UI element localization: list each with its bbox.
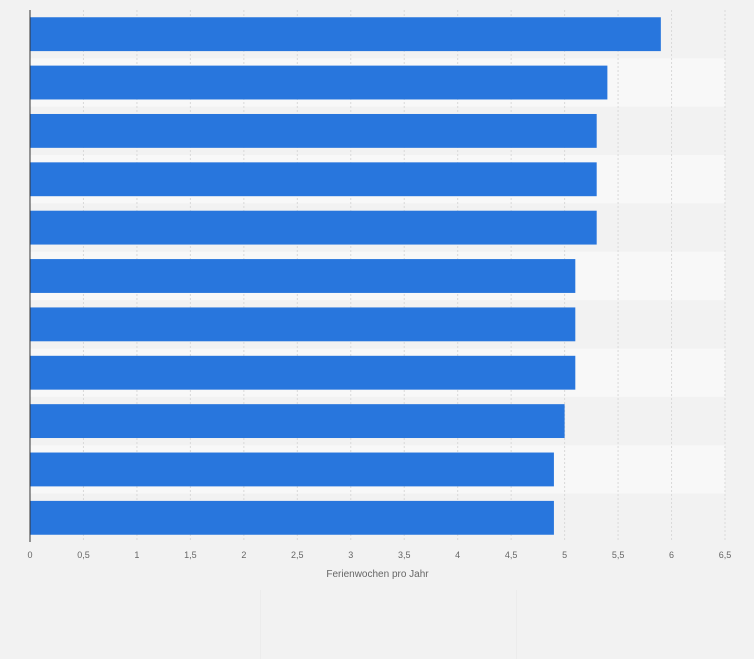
bars xyxy=(30,17,661,535)
bar[interactable] xyxy=(30,404,565,439)
x-tick-label: 1,5 xyxy=(184,550,197,560)
x-tick-label: 1 xyxy=(134,550,139,560)
bar[interactable] xyxy=(30,452,554,487)
x-tick-label: 4,5 xyxy=(505,550,518,560)
bar[interactable] xyxy=(30,17,661,52)
bar[interactable] xyxy=(30,259,576,293)
footer-divider xyxy=(516,590,517,659)
x-tick-label: 5 xyxy=(562,550,567,560)
bar[interactable] xyxy=(30,307,576,342)
bar[interactable] xyxy=(30,210,597,245)
x-tick-label: 4 xyxy=(455,550,460,560)
x-tick-label: 2,5 xyxy=(291,550,304,560)
bar[interactable] xyxy=(30,162,597,197)
x-tick-label: 3,5 xyxy=(398,550,411,560)
x-tick-label: 6 xyxy=(669,550,674,560)
footer-divider xyxy=(260,590,261,659)
bar[interactable] xyxy=(30,355,576,390)
bar[interactable] xyxy=(30,113,597,148)
x-tick-label: 0,5 xyxy=(77,550,90,560)
x-tick-labels: 0 0,5 1 1,5 2 2,5 3 3,5 4 4,5 5 5,5 6 6,5 xyxy=(27,550,731,560)
x-tick-label: 5,5 xyxy=(612,550,625,560)
horizontal-bar-chart: 0 0,5 1 1,5 2 2,5 3 3,5 4 4,5 5 5,5 6 6,5 Ferienwoche… xyxy=(27,10,731,580)
bar[interactable] xyxy=(30,500,554,535)
x-tick-label: 0 xyxy=(27,550,32,560)
x-tick-label: 2 xyxy=(241,550,246,560)
footer-panel xyxy=(0,590,754,659)
bar[interactable] xyxy=(30,65,608,100)
x-tick-label: 6,5 xyxy=(719,550,732,560)
x-axis-title: Ferienwochen pro Jahr xyxy=(326,569,429,580)
x-tick-label: 3 xyxy=(348,550,353,560)
